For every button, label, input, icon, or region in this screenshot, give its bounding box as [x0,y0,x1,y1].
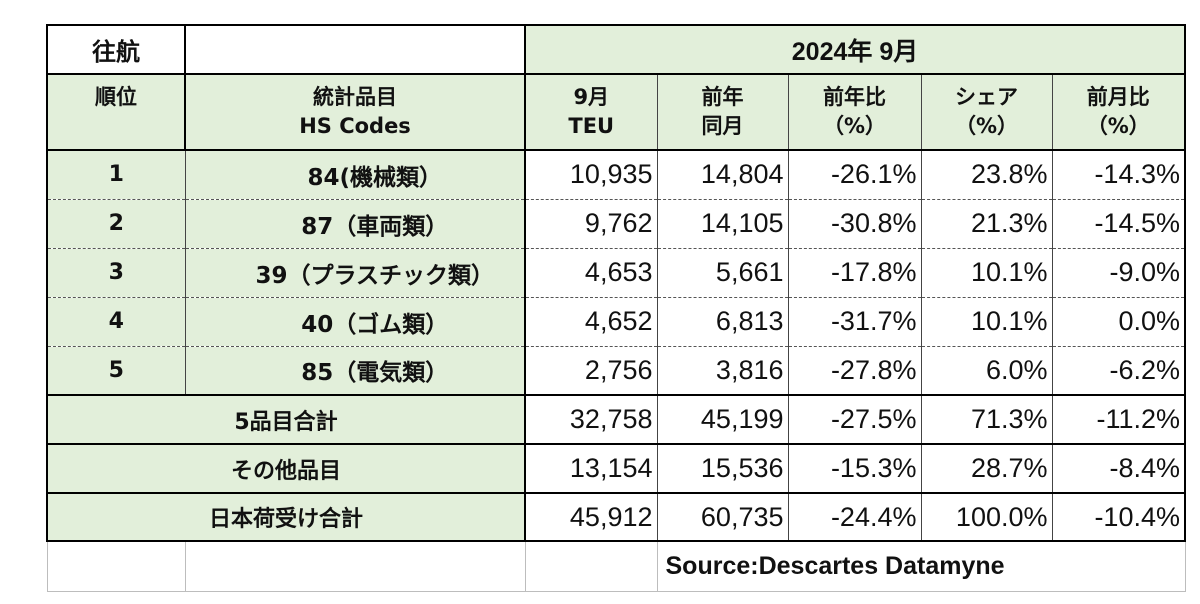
mom-cell: 0.0% [1052,296,1186,346]
mom-cell: -14.5% [1052,198,1186,248]
share-cell: 6.0% [921,345,1053,395]
mom-cell: -10.4% [1052,492,1186,542]
total-row: 日本荷受け合計 45,912 60,735 -24.4% 100.0% -10.… [46,492,1186,542]
rank-cell: 3 [46,247,186,297]
period-header: 2024年 9月 [524,24,1186,75]
share-header-line2: （%） [954,114,1019,138]
teu-cell: 4,653 [525,247,658,297]
yoy-cell: -31.7% [788,296,922,346]
yoy-cell: -15.3% [788,443,922,493]
teu-cell: 32,758 [525,394,658,444]
teu-cell: 13,154 [525,443,658,493]
share-cell: 100.0% [921,492,1053,542]
direction-label: 往航 [46,24,186,75]
yoy-cell: -17.8% [788,247,922,297]
table-row: 3 39（プラスチック類） 4,653 5,661 -17.8% 10.1% -… [46,247,1186,297]
rank-cell: 5 [46,345,186,395]
share-cell: 71.3% [921,394,1053,444]
yoy-cell: -24.4% [788,492,922,542]
source-note: Source:Descartes Datamyne [657,541,1186,592]
item-header-line1: 統計品目 [313,85,397,109]
table-row: 5 85（電気類） 2,756 3,816 -27.8% 6.0% -6.2% [46,345,1186,395]
title-blank [185,24,525,75]
teu-header-line1: 9月 [573,85,610,109]
table-row: 1 84(機械類） 10,935 14,804 -26.1% 23.8% -14… [46,150,1186,199]
item-header-line2: HS Codes [299,114,411,138]
mom-header-line2: （%） [1086,114,1150,138]
teu-cell: 10,935 [525,150,658,199]
mom-header: 前月比 （%） [1052,74,1186,151]
source-blank [185,541,526,592]
teu-cell: 2,756 [525,345,658,395]
prev-year-cell: 45,199 [657,394,789,444]
rank-header: 順位 [46,74,186,151]
share-cell: 10.1% [921,247,1053,297]
table-row: 4 40（ゴム類） 4,652 6,813 -31.7% 10.1% 0.0% [46,296,1186,346]
mom-cell: -9.0% [1052,247,1186,297]
yoy-cell: -26.1% [788,150,922,199]
share-header: シェア （%） [921,74,1053,151]
rank-cell: 1 [46,150,186,199]
total-row: 5品目合計 32,758 45,199 -27.5% 71.3% -11.2% [46,394,1186,444]
yoy-header: 前年比 （%） [788,74,922,151]
mom-cell: -8.4% [1052,443,1186,493]
rank-cell: 4 [46,296,186,346]
teu-cell: 4,652 [525,296,658,346]
mom-cell: -6.2% [1052,345,1186,395]
item-cell: 87（車両類） [185,198,526,248]
share-cell: 10.1% [921,296,1053,346]
total-label: 5品目合計 [46,394,526,444]
mom-cell: -14.3% [1052,150,1186,199]
item-header: 統計品目 HS Codes [185,74,526,151]
yoy-cell: -30.8% [788,198,922,248]
yoy-cell: -27.8% [788,345,922,395]
item-cell: 84(機械類） [185,150,526,199]
prev-year-cell: 5,661 [657,247,789,297]
item-cell: 40（ゴム類） [185,296,526,346]
share-cell: 28.7% [921,443,1053,493]
rank-cell: 2 [46,198,186,248]
shipping-statistics-table: 往航 2024年 9月 順位 統計品目 HS Codes 9月 TEU 前年 同… [46,24,1186,592]
yoy-cell: -27.5% [788,394,922,444]
total-label: 日本荷受け合計 [46,492,526,542]
prev-year-cell: 6,813 [657,296,789,346]
mom-cell: -11.2% [1052,394,1186,444]
prev-year-cell: 60,735 [657,492,789,542]
table-row: 2 87（車両類） 9,762 14,105 -30.8% 21.3% -14.… [46,198,1186,248]
share-header-line1: シェア [955,85,1018,109]
source-row: Source:Descartes Datamyne [46,541,1186,592]
yoy-header-line1: 前年比 [823,85,886,109]
total-row: その他品目 13,154 15,536 -15.3% 28.7% -8.4% [46,443,1186,493]
mom-header-line1: 前月比 [1086,85,1150,109]
teu-header-line2: TEU [568,114,615,138]
prev-year-header: 前年 同月 [657,74,789,151]
prev-year-cell: 3,816 [657,345,789,395]
teu-header: 9月 TEU [525,74,658,151]
share-cell: 21.3% [921,198,1053,248]
prev-year-cell: 14,804 [657,150,789,199]
prev-year-cell: 15,536 [657,443,789,493]
source-blank [46,541,186,592]
item-cell: 85（電気類） [185,345,526,395]
total-label: その他品目 [46,443,526,493]
prev-year-cell: 14,105 [657,198,789,248]
item-cell: 39（プラスチック類） [185,247,526,297]
teu-cell: 9,762 [525,198,658,248]
prev-year-header-line1: 前年 [701,85,744,109]
prev-year-header-line2: 同月 [701,114,744,138]
source-blank [525,541,658,592]
teu-cell: 45,912 [525,492,658,542]
yoy-header-line2: （%） [822,114,887,138]
share-cell: 23.8% [921,150,1053,199]
